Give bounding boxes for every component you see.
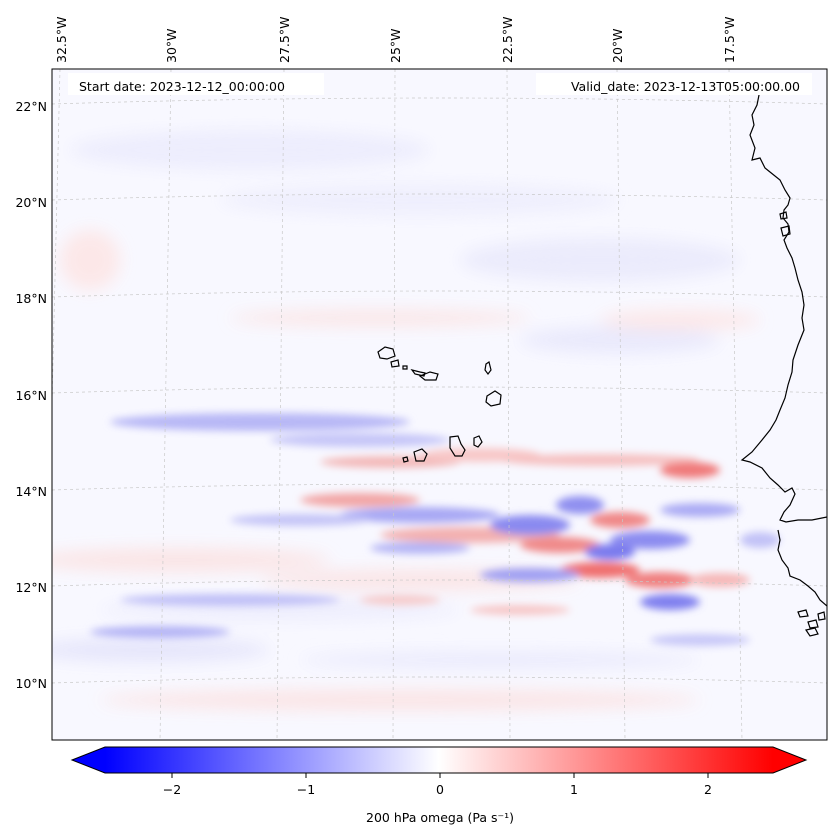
colorbar-label: 200 hPa omega (Pa s⁻¹) bbox=[366, 810, 514, 825]
cape-verde-santo-antao bbox=[377, 346, 396, 360]
gridline-lon-22-5w bbox=[506, 69, 511, 740]
coastlines bbox=[377, 89, 827, 637]
start-date-box bbox=[68, 73, 324, 95]
lon-label-20w: 20°W bbox=[610, 28, 625, 63]
lat-label-14n: 14°N bbox=[15, 484, 47, 499]
cape-verde-santa-luzia bbox=[402, 365, 408, 370]
lat-label-22n: 22°N bbox=[15, 99, 47, 114]
colorbar: −2 −1 0 1 2 200 hPa omega (Pa s⁻¹) bbox=[70, 746, 808, 825]
coast-islet-2 bbox=[779, 211, 788, 220]
cape-verde-boa-vista bbox=[485, 390, 502, 407]
colorbar-extend-low bbox=[72, 747, 105, 773]
left-lat-labels: 22°N 20°N 18°N 16°N 14°N 12°N 10°N bbox=[15, 99, 47, 691]
cape-verde-fogo bbox=[413, 448, 428, 462]
start-date-label: Start date: 2023-12-12_00:00:00 bbox=[79, 79, 285, 94]
info-boxes: Start date: 2023-12-12_00:00:00 Valid_da… bbox=[68, 73, 812, 95]
omega-field bbox=[52, 130, 780, 710]
top-lon-labels: 32.5°W 30°W 27.5°W 25°W 22.5°W 20°W 17.5… bbox=[54, 17, 737, 63]
lat-label-16n: 16°N bbox=[15, 388, 47, 403]
gridlines bbox=[52, 69, 827, 740]
colorbar-tick-label: 0 bbox=[436, 782, 444, 797]
gridline-lat-10n bbox=[52, 676, 827, 684]
valid-date-label: Valid_date: 2023-12-13T05:00:00.00 bbox=[571, 79, 800, 94]
cape-verde-sal bbox=[484, 361, 492, 375]
colorbar-gradient bbox=[105, 747, 773, 773]
gridline-lat-18n bbox=[52, 290, 827, 298]
lat-label-20n: 20°N bbox=[15, 195, 47, 210]
lon-label-22-5w: 22.5°W bbox=[500, 17, 515, 63]
gridline-lon-20w bbox=[616, 69, 626, 740]
lat-label-18n: 18°N bbox=[15, 291, 47, 306]
cape-verde-maio bbox=[473, 435, 483, 448]
colorbar-tick-label: −1 bbox=[297, 782, 315, 797]
lon-label-25w: 25°W bbox=[388, 28, 403, 63]
colorbar-tick-label: −2 bbox=[163, 782, 181, 797]
colorbar-outline bbox=[70, 746, 808, 774]
gridline-lon-25w bbox=[392, 69, 396, 740]
colorbar-ticks bbox=[171, 773, 709, 778]
gridline-lat-16n bbox=[52, 386, 827, 394]
gridline-lat-22n bbox=[52, 97, 827, 105]
map-frame bbox=[51, 68, 828, 741]
coast-islet-1 bbox=[780, 225, 791, 237]
cape-verde-sao-nicolau-east bbox=[418, 371, 439, 381]
lat-label-10n: 10°N bbox=[15, 676, 47, 691]
map-panel: Start date: 2023-12-12_00:00:00 Valid_da… bbox=[52, 69, 827, 740]
colorbar-extend-high bbox=[773, 747, 806, 773]
gridline-lat-14n bbox=[52, 483, 827, 491]
gridline-lon-17-5w bbox=[728, 69, 743, 740]
lat-label-12n: 12°N bbox=[15, 580, 47, 595]
lon-label-30w: 30°W bbox=[164, 28, 179, 63]
colorbar-tick-label: 2 bbox=[704, 782, 712, 797]
cape-verde-sao-vicente bbox=[390, 359, 400, 368]
lon-label-17-5w: 17.5°W bbox=[722, 17, 737, 63]
africa-coastline-south bbox=[777, 529, 827, 607]
africa-coastline bbox=[740, 89, 827, 523]
gridline-lon-30w bbox=[159, 69, 172, 740]
gridline-lat-20n bbox=[52, 193, 827, 201]
lon-label-27-5w: 27.5°W bbox=[277, 17, 292, 63]
valid-date-box bbox=[536, 73, 812, 95]
colorbar-tick-labels: −2 −1 0 1 2 bbox=[163, 782, 712, 797]
gridline-lon-27-5w bbox=[276, 69, 285, 740]
gridline-lat-12n bbox=[52, 579, 827, 587]
cape-verde-santiago bbox=[449, 435, 466, 457]
bissagos-islands bbox=[797, 609, 826, 637]
lon-label-32-5w: 32.5°W bbox=[54, 17, 69, 63]
cape-verde-brava bbox=[402, 456, 409, 463]
colorbar-tick-label: 1 bbox=[570, 782, 578, 797]
